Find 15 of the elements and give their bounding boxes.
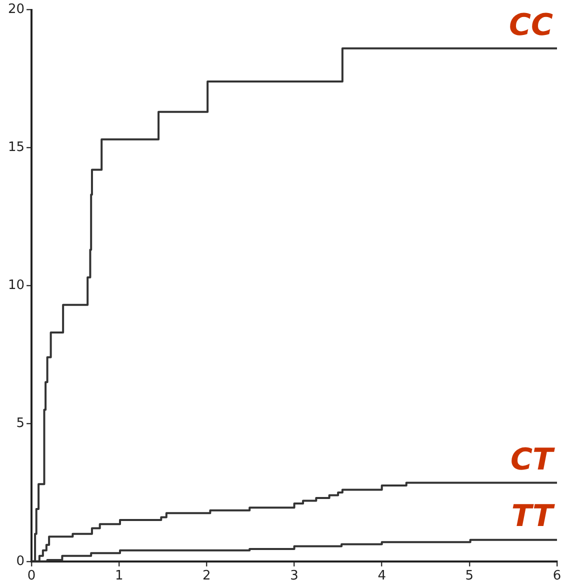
series-label: CT bbox=[510, 442, 556, 478]
y-tick-label: 15 bbox=[8, 140, 25, 156]
series-label: CC bbox=[508, 8, 553, 44]
x-tick-label: 1 bbox=[114, 568, 124, 584]
x-tick-label: 0 bbox=[27, 568, 36, 584]
y-tick-label: 10 bbox=[8, 278, 25, 293]
x-tick-label: 3 bbox=[290, 568, 298, 584]
x-tick-label: 2 bbox=[202, 568, 211, 584]
y-tick-label: 5 bbox=[16, 416, 25, 431]
series-label: TT bbox=[511, 499, 556, 534]
x-tick-label: 6 bbox=[552, 568, 562, 584]
y-tick-label: 20 bbox=[8, 2, 25, 18]
x-tick-label: 5 bbox=[465, 568, 474, 584]
y-tick-label: 0 bbox=[16, 554, 25, 569]
x-tick-label: 4 bbox=[378, 568, 386, 584]
